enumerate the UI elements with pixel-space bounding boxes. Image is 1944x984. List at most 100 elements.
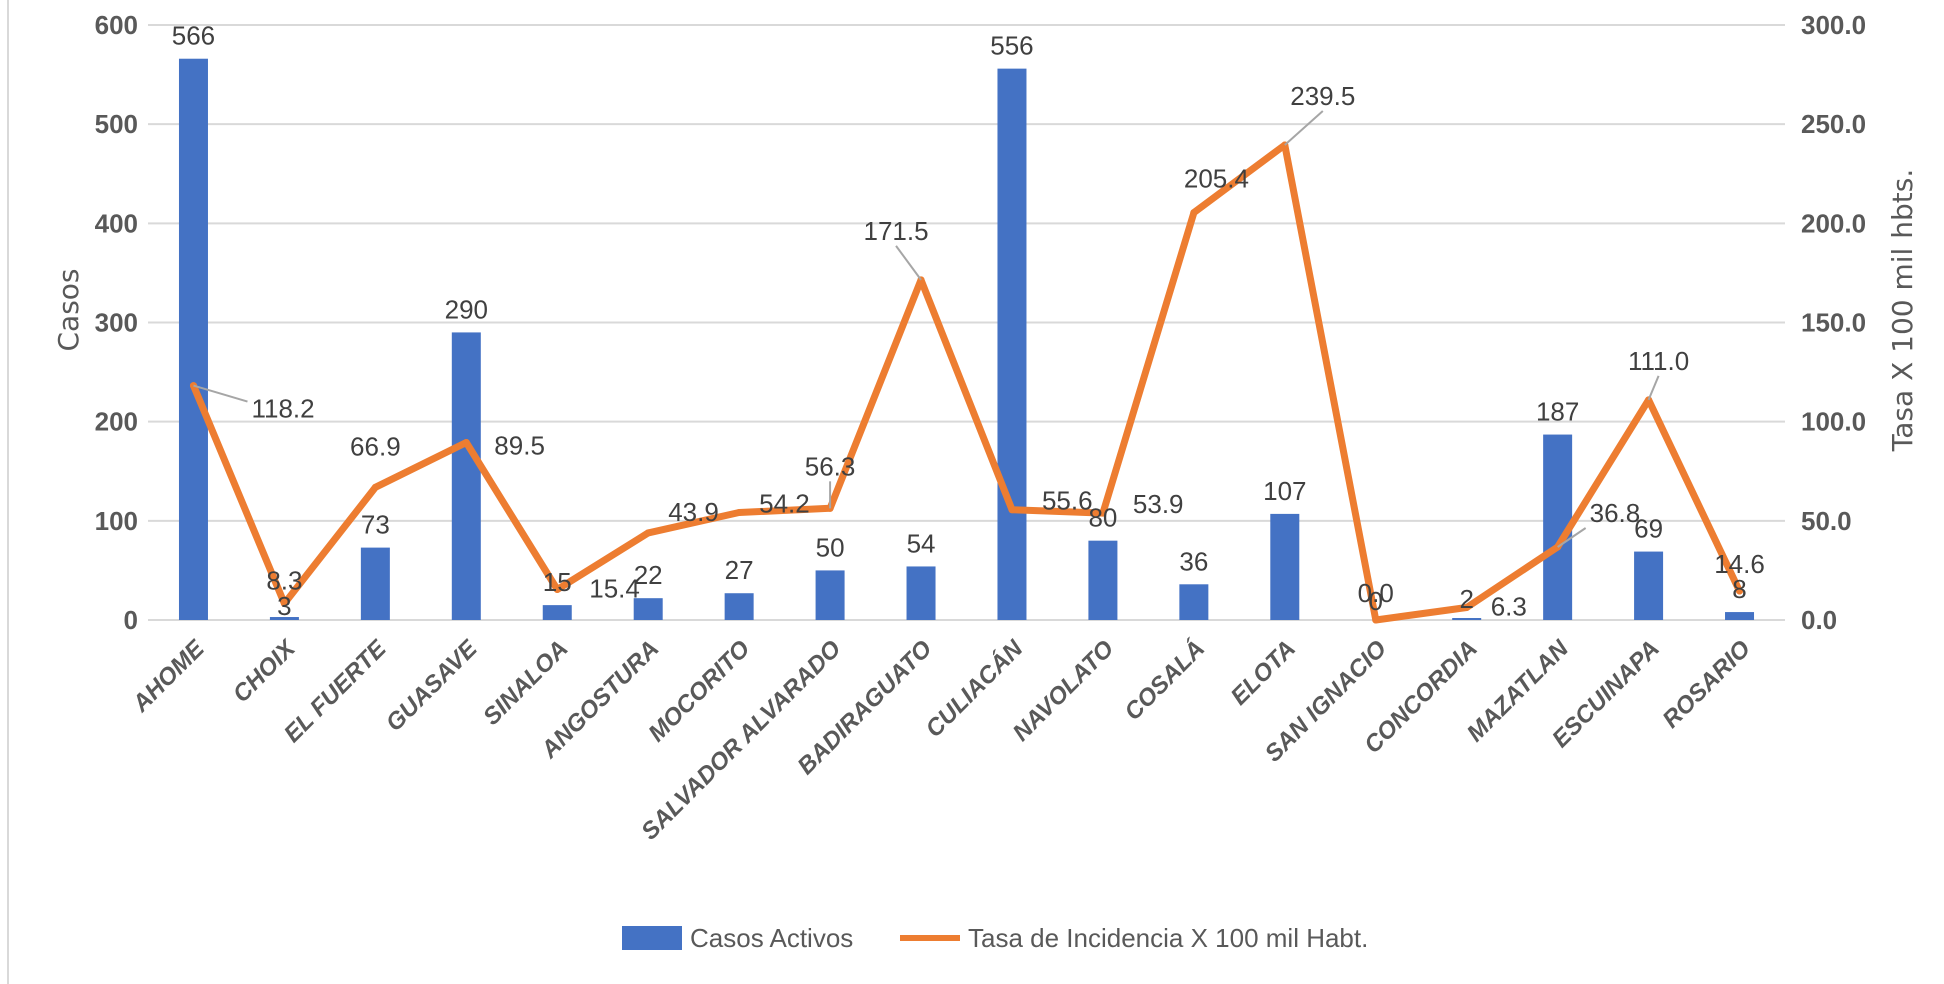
bar bbox=[724, 593, 754, 620]
legend-label-casos-activos: Casos Activos bbox=[690, 923, 853, 953]
bar-data-label: 15 bbox=[543, 567, 572, 597]
bar bbox=[1452, 618, 1482, 620]
line-data-label: 43.9 bbox=[668, 497, 719, 527]
leader-line bbox=[193, 384, 248, 403]
y2-tick-label: 50.0 bbox=[1801, 506, 1852, 536]
line-data-label: 53.9 bbox=[1133, 489, 1184, 519]
line-data-label: 15.4 bbox=[589, 573, 640, 603]
line-point bbox=[462, 438, 470, 446]
bar bbox=[1725, 612, 1755, 620]
bar-data-label: 0 bbox=[1369, 586, 1383, 616]
line-point bbox=[553, 585, 561, 593]
legend: Casos Activos Tasa de Incidencia X 100 m… bbox=[622, 923, 1368, 953]
line-data-label: 0.0 bbox=[1358, 578, 1394, 608]
y2-tick-label: 250.0 bbox=[1801, 109, 1866, 139]
line-point bbox=[371, 483, 379, 491]
line-data-label: 66.9 bbox=[350, 431, 401, 461]
x-tick-label: COSALÁ bbox=[1119, 634, 1210, 725]
leader-line bbox=[1647, 375, 1660, 401]
y-axis-title: Casos bbox=[52, 268, 85, 351]
x-tick-label: AHOME bbox=[127, 634, 211, 718]
gridlines bbox=[148, 24, 1785, 621]
line-point bbox=[735, 509, 743, 517]
label-leader-lines bbox=[193, 110, 1660, 548]
legend-label-tasa: Tasa de Incidencia X 100 mil Habt. bbox=[968, 923, 1368, 953]
bar bbox=[178, 58, 208, 620]
line-point bbox=[1190, 209, 1198, 217]
y-tick-label: 200 bbox=[95, 407, 138, 437]
bar-data-label: 73 bbox=[361, 510, 390, 540]
bar-data-label: 3 bbox=[277, 591, 291, 621]
x-tick-label: ELOTA bbox=[1226, 635, 1301, 710]
bar-data-label: 2 bbox=[1459, 584, 1473, 614]
line-point bbox=[644, 529, 652, 537]
bar bbox=[997, 68, 1027, 621]
bar-data-label: 556 bbox=[990, 31, 1033, 61]
line-data-label: 56.3 bbox=[805, 451, 856, 481]
y-tick-label: 600 bbox=[95, 10, 138, 40]
y2-tick-label: 300.0 bbox=[1801, 10, 1866, 40]
leader-line bbox=[895, 245, 922, 281]
bar-data-label: 80 bbox=[1088, 503, 1117, 533]
bar bbox=[633, 598, 663, 620]
bar bbox=[360, 547, 390, 620]
legend-swatch-casos-activos bbox=[622, 926, 682, 950]
line-point bbox=[1372, 616, 1380, 624]
bar bbox=[1634, 551, 1664, 620]
x-tick-label: CHOIX bbox=[228, 634, 302, 708]
y-tick-label: 0 bbox=[124, 605, 138, 635]
bar bbox=[1179, 584, 1209, 620]
y-tick-label: 400 bbox=[95, 208, 138, 238]
bar bbox=[815, 570, 845, 620]
x-tick-label: SINALOA bbox=[478, 635, 573, 730]
line-data-label: 6.3 bbox=[1491, 592, 1527, 622]
bar bbox=[542, 605, 572, 620]
bar-data-label: 27 bbox=[725, 555, 754, 585]
line-data-label: 239.5 bbox=[1290, 81, 1355, 111]
line-data-label: 54.2 bbox=[759, 489, 810, 519]
line-data-label: 111.0 bbox=[1628, 346, 1689, 376]
x-tick-label: ROSARIO bbox=[1657, 635, 1756, 734]
y2-tick-label: 200.0 bbox=[1801, 208, 1866, 238]
line-path bbox=[190, 141, 1743, 624]
line-data-label: 55.6 bbox=[1042, 486, 1093, 516]
y2-axis-title: Tasa X 100 mil hbts. bbox=[1886, 169, 1919, 452]
y-tick-label: 100 bbox=[95, 506, 138, 536]
bar-data-label: 36 bbox=[1179, 546, 1208, 576]
bar-data-label: 50 bbox=[816, 532, 845, 562]
line-data-label: 36.8 bbox=[1590, 498, 1641, 528]
line-point bbox=[1008, 506, 1016, 514]
line-point bbox=[1736, 587, 1744, 595]
line-data-label: 8.3 bbox=[266, 566, 302, 596]
line-data-label: 205.4 bbox=[1184, 164, 1249, 194]
bar bbox=[1270, 513, 1300, 620]
data-labels: 566 3 73 290 15 22 27 50 54 556 80 36 107 0 2 187 69 8 118… bbox=[172, 21, 1765, 622]
bar bbox=[451, 332, 481, 620]
bar-series bbox=[178, 58, 1755, 621]
line-point bbox=[1463, 604, 1471, 612]
bar-data-label: 187 bbox=[1536, 397, 1579, 427]
y-tick-label: 500 bbox=[95, 109, 138, 139]
bar-data-label: 22 bbox=[634, 560, 663, 590]
leader-line bbox=[1284, 110, 1324, 146]
bar-data-label: 69 bbox=[1634, 514, 1663, 544]
leader-line bbox=[1557, 527, 1587, 548]
bar bbox=[1088, 540, 1118, 620]
y2-tick-label: 150.0 bbox=[1801, 308, 1866, 338]
y2-tick-label: 100.0 bbox=[1801, 407, 1866, 437]
bar-data-label: 107 bbox=[1263, 476, 1306, 506]
line-point bbox=[1099, 509, 1107, 517]
line-data-label: 118.2 bbox=[251, 394, 314, 424]
bar-data-label: 8 bbox=[1732, 574, 1746, 604]
y-tick-label: 300 bbox=[95, 308, 138, 338]
bar-data-label: 566 bbox=[172, 21, 215, 51]
x-tick-label: GUASAVE bbox=[381, 634, 483, 736]
line-series bbox=[189, 141, 1744, 624]
bar-data-label: 54 bbox=[907, 528, 936, 558]
line-point bbox=[280, 600, 288, 608]
y2-tick-label: 0.0 bbox=[1801, 605, 1837, 635]
bar bbox=[906, 566, 936, 620]
bar bbox=[269, 617, 299, 620]
